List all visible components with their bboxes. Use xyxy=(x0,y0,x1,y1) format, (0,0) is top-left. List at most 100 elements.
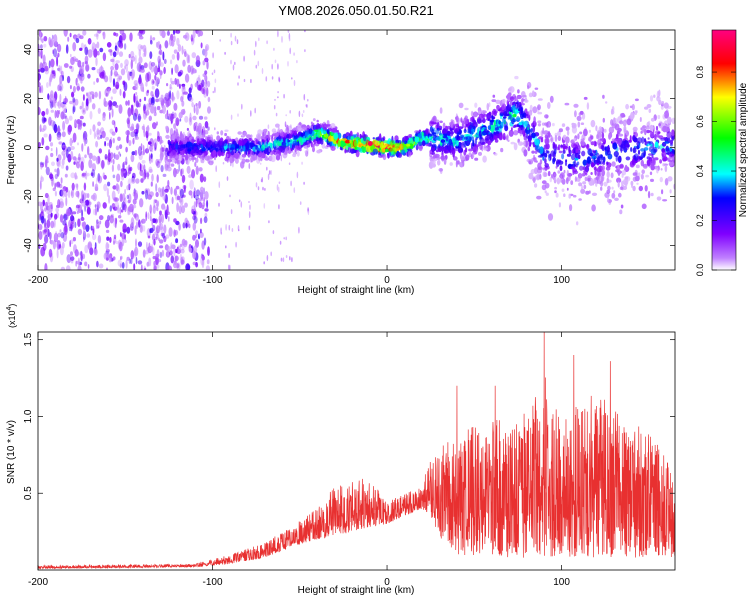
heatmap-cell xyxy=(87,73,91,79)
heatmap-cell xyxy=(528,114,531,121)
heatmap-cell xyxy=(207,126,210,131)
heatmap-cell xyxy=(550,136,554,143)
heatmap-cell xyxy=(204,121,209,129)
heatmap-cell xyxy=(199,173,204,183)
heatmap-cell xyxy=(250,78,252,84)
heatmap-cell xyxy=(238,75,240,79)
heatmap-cell xyxy=(312,143,315,148)
heatmap-cell xyxy=(203,89,208,98)
heatmap-cell xyxy=(270,251,273,257)
spectrogram-ylabel: Frequency (Hz) xyxy=(6,116,17,185)
heatmap-cell xyxy=(166,166,172,172)
heatmap-cell xyxy=(455,140,459,147)
heatmap-cell xyxy=(564,160,568,167)
heatmap-cell xyxy=(200,228,202,234)
heatmap-cell xyxy=(449,162,453,166)
heatmap-cell xyxy=(213,69,216,74)
heatmap-cell xyxy=(611,138,615,143)
heatmap-cell xyxy=(671,150,675,154)
heatmap-cell xyxy=(150,181,153,187)
heatmap-cell xyxy=(537,98,543,101)
heatmap-cell xyxy=(68,226,72,232)
heatmap-cell xyxy=(56,101,60,107)
heatmap-cell xyxy=(170,59,173,65)
heatmap-cell xyxy=(237,82,239,86)
heatmap-cell xyxy=(133,263,136,270)
heatmap-cell xyxy=(158,218,162,228)
heatmap-cell xyxy=(203,237,207,246)
heatmap-cell xyxy=(329,140,332,147)
heatmap-cell xyxy=(126,185,130,191)
heatmap-cell xyxy=(285,236,288,241)
heatmap-cell xyxy=(327,129,331,137)
heatmap-cell xyxy=(312,146,315,153)
heatmap-cell xyxy=(198,30,204,37)
heatmap-cell xyxy=(243,55,245,62)
heatmap-cell xyxy=(65,149,69,158)
heatmap-cell xyxy=(181,83,186,87)
colorbar-tick-label: 0.8 xyxy=(695,66,705,79)
heatmap-cell xyxy=(595,125,598,132)
heatmap-cell xyxy=(152,122,157,130)
heatmap-cell xyxy=(290,180,292,187)
heatmap-cell xyxy=(324,124,331,127)
heatmap-cell xyxy=(155,158,159,167)
heatmap-cell xyxy=(72,211,77,215)
heatmap-cell xyxy=(91,94,95,100)
heatmap-cell xyxy=(152,80,155,84)
heatmap-cell xyxy=(583,169,589,174)
heatmap-cell xyxy=(153,238,156,246)
heatmap-cell xyxy=(145,110,150,116)
heatmap-cell xyxy=(184,154,189,161)
heatmap-cell xyxy=(194,194,199,201)
heatmap-cell xyxy=(228,264,230,270)
heatmap-cell xyxy=(435,136,441,141)
heatmap-cell xyxy=(282,137,286,144)
heatmap-cell xyxy=(439,134,444,138)
heatmap-cell xyxy=(414,142,418,146)
heatmap-cell xyxy=(590,162,595,168)
heatmap-cell xyxy=(166,245,171,252)
heatmap-cell xyxy=(394,147,397,152)
heatmap-cell xyxy=(137,241,143,247)
heatmap-cell xyxy=(465,147,468,153)
heatmap-cell xyxy=(566,187,569,191)
heatmap-cell xyxy=(564,136,570,144)
heatmap-cell xyxy=(579,110,584,115)
heatmap-cell xyxy=(101,70,106,80)
heatmap-cell xyxy=(613,190,616,194)
heatmap-cell xyxy=(270,142,273,149)
heatmap-cell xyxy=(638,185,643,192)
heatmap-cell xyxy=(149,246,154,253)
heatmap-cell xyxy=(54,168,57,173)
heatmap-cell xyxy=(639,155,643,160)
heatmap-cell xyxy=(69,65,73,69)
heatmap-cell xyxy=(195,189,201,197)
heatmap-cell xyxy=(88,152,93,160)
heatmap-cell xyxy=(478,130,482,138)
heatmap-cell xyxy=(571,122,575,126)
heatmap-cell xyxy=(106,267,108,270)
heatmap-cell xyxy=(101,130,106,139)
snr-scale-label: (x104) xyxy=(6,304,17,328)
heatmap-cell xyxy=(56,128,61,133)
heatmap-cell xyxy=(230,40,233,46)
heatmap-cell xyxy=(98,90,102,100)
heatmap-cell xyxy=(143,96,147,102)
heatmap-cell xyxy=(39,161,45,165)
heatmap-cell xyxy=(138,153,143,161)
heatmap-cell xyxy=(255,145,258,151)
heatmap-cell xyxy=(141,218,146,224)
heatmap-cell xyxy=(112,185,117,190)
heatmap-cell xyxy=(146,143,149,153)
heatmap-cell xyxy=(536,195,542,200)
heatmap-cell xyxy=(130,217,135,228)
heatmap-cell xyxy=(248,225,251,231)
heatmap-cell xyxy=(664,164,668,173)
heatmap-cell xyxy=(175,143,179,150)
heatmap-cell xyxy=(304,150,308,154)
heatmap-cell xyxy=(155,76,160,84)
heatmap-cell xyxy=(667,157,670,162)
heatmap-cell xyxy=(206,80,211,88)
heatmap-cell xyxy=(381,148,386,153)
